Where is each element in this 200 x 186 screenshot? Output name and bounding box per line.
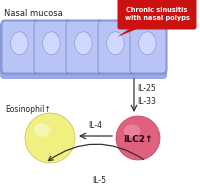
FancyBboxPatch shape (34, 21, 70, 73)
FancyBboxPatch shape (66, 21, 102, 73)
FancyBboxPatch shape (118, 0, 196, 30)
Ellipse shape (139, 32, 156, 55)
Ellipse shape (124, 124, 140, 138)
Circle shape (116, 116, 160, 160)
Text: Nasal mucosa: Nasal mucosa (4, 9, 63, 18)
Text: Eosinophil↑: Eosinophil↑ (5, 105, 51, 115)
FancyBboxPatch shape (33, 20, 71, 74)
Ellipse shape (11, 32, 28, 55)
Text: IL-5: IL-5 (92, 176, 106, 185)
Circle shape (25, 113, 75, 163)
FancyBboxPatch shape (98, 21, 134, 73)
FancyBboxPatch shape (65, 20, 103, 74)
FancyBboxPatch shape (129, 20, 167, 74)
FancyBboxPatch shape (128, 22, 167, 79)
Ellipse shape (107, 32, 124, 55)
FancyBboxPatch shape (130, 21, 166, 73)
FancyBboxPatch shape (64, 22, 103, 79)
FancyBboxPatch shape (97, 20, 135, 74)
FancyArrowPatch shape (48, 144, 144, 161)
Text: IL-4: IL-4 (88, 121, 102, 130)
Ellipse shape (43, 32, 60, 55)
FancyBboxPatch shape (0, 22, 39, 79)
Ellipse shape (34, 123, 50, 137)
FancyBboxPatch shape (96, 22, 135, 79)
Text: IL-25
IL-33: IL-25 IL-33 (137, 84, 156, 106)
Polygon shape (117, 27, 142, 37)
Text: ILC2↑: ILC2↑ (123, 134, 153, 144)
Text: Chronic sinusitis
with nasal polyps: Chronic sinusitis with nasal polyps (125, 7, 189, 21)
FancyBboxPatch shape (32, 22, 71, 79)
FancyBboxPatch shape (1, 20, 39, 74)
FancyBboxPatch shape (2, 21, 38, 73)
Ellipse shape (75, 32, 92, 55)
